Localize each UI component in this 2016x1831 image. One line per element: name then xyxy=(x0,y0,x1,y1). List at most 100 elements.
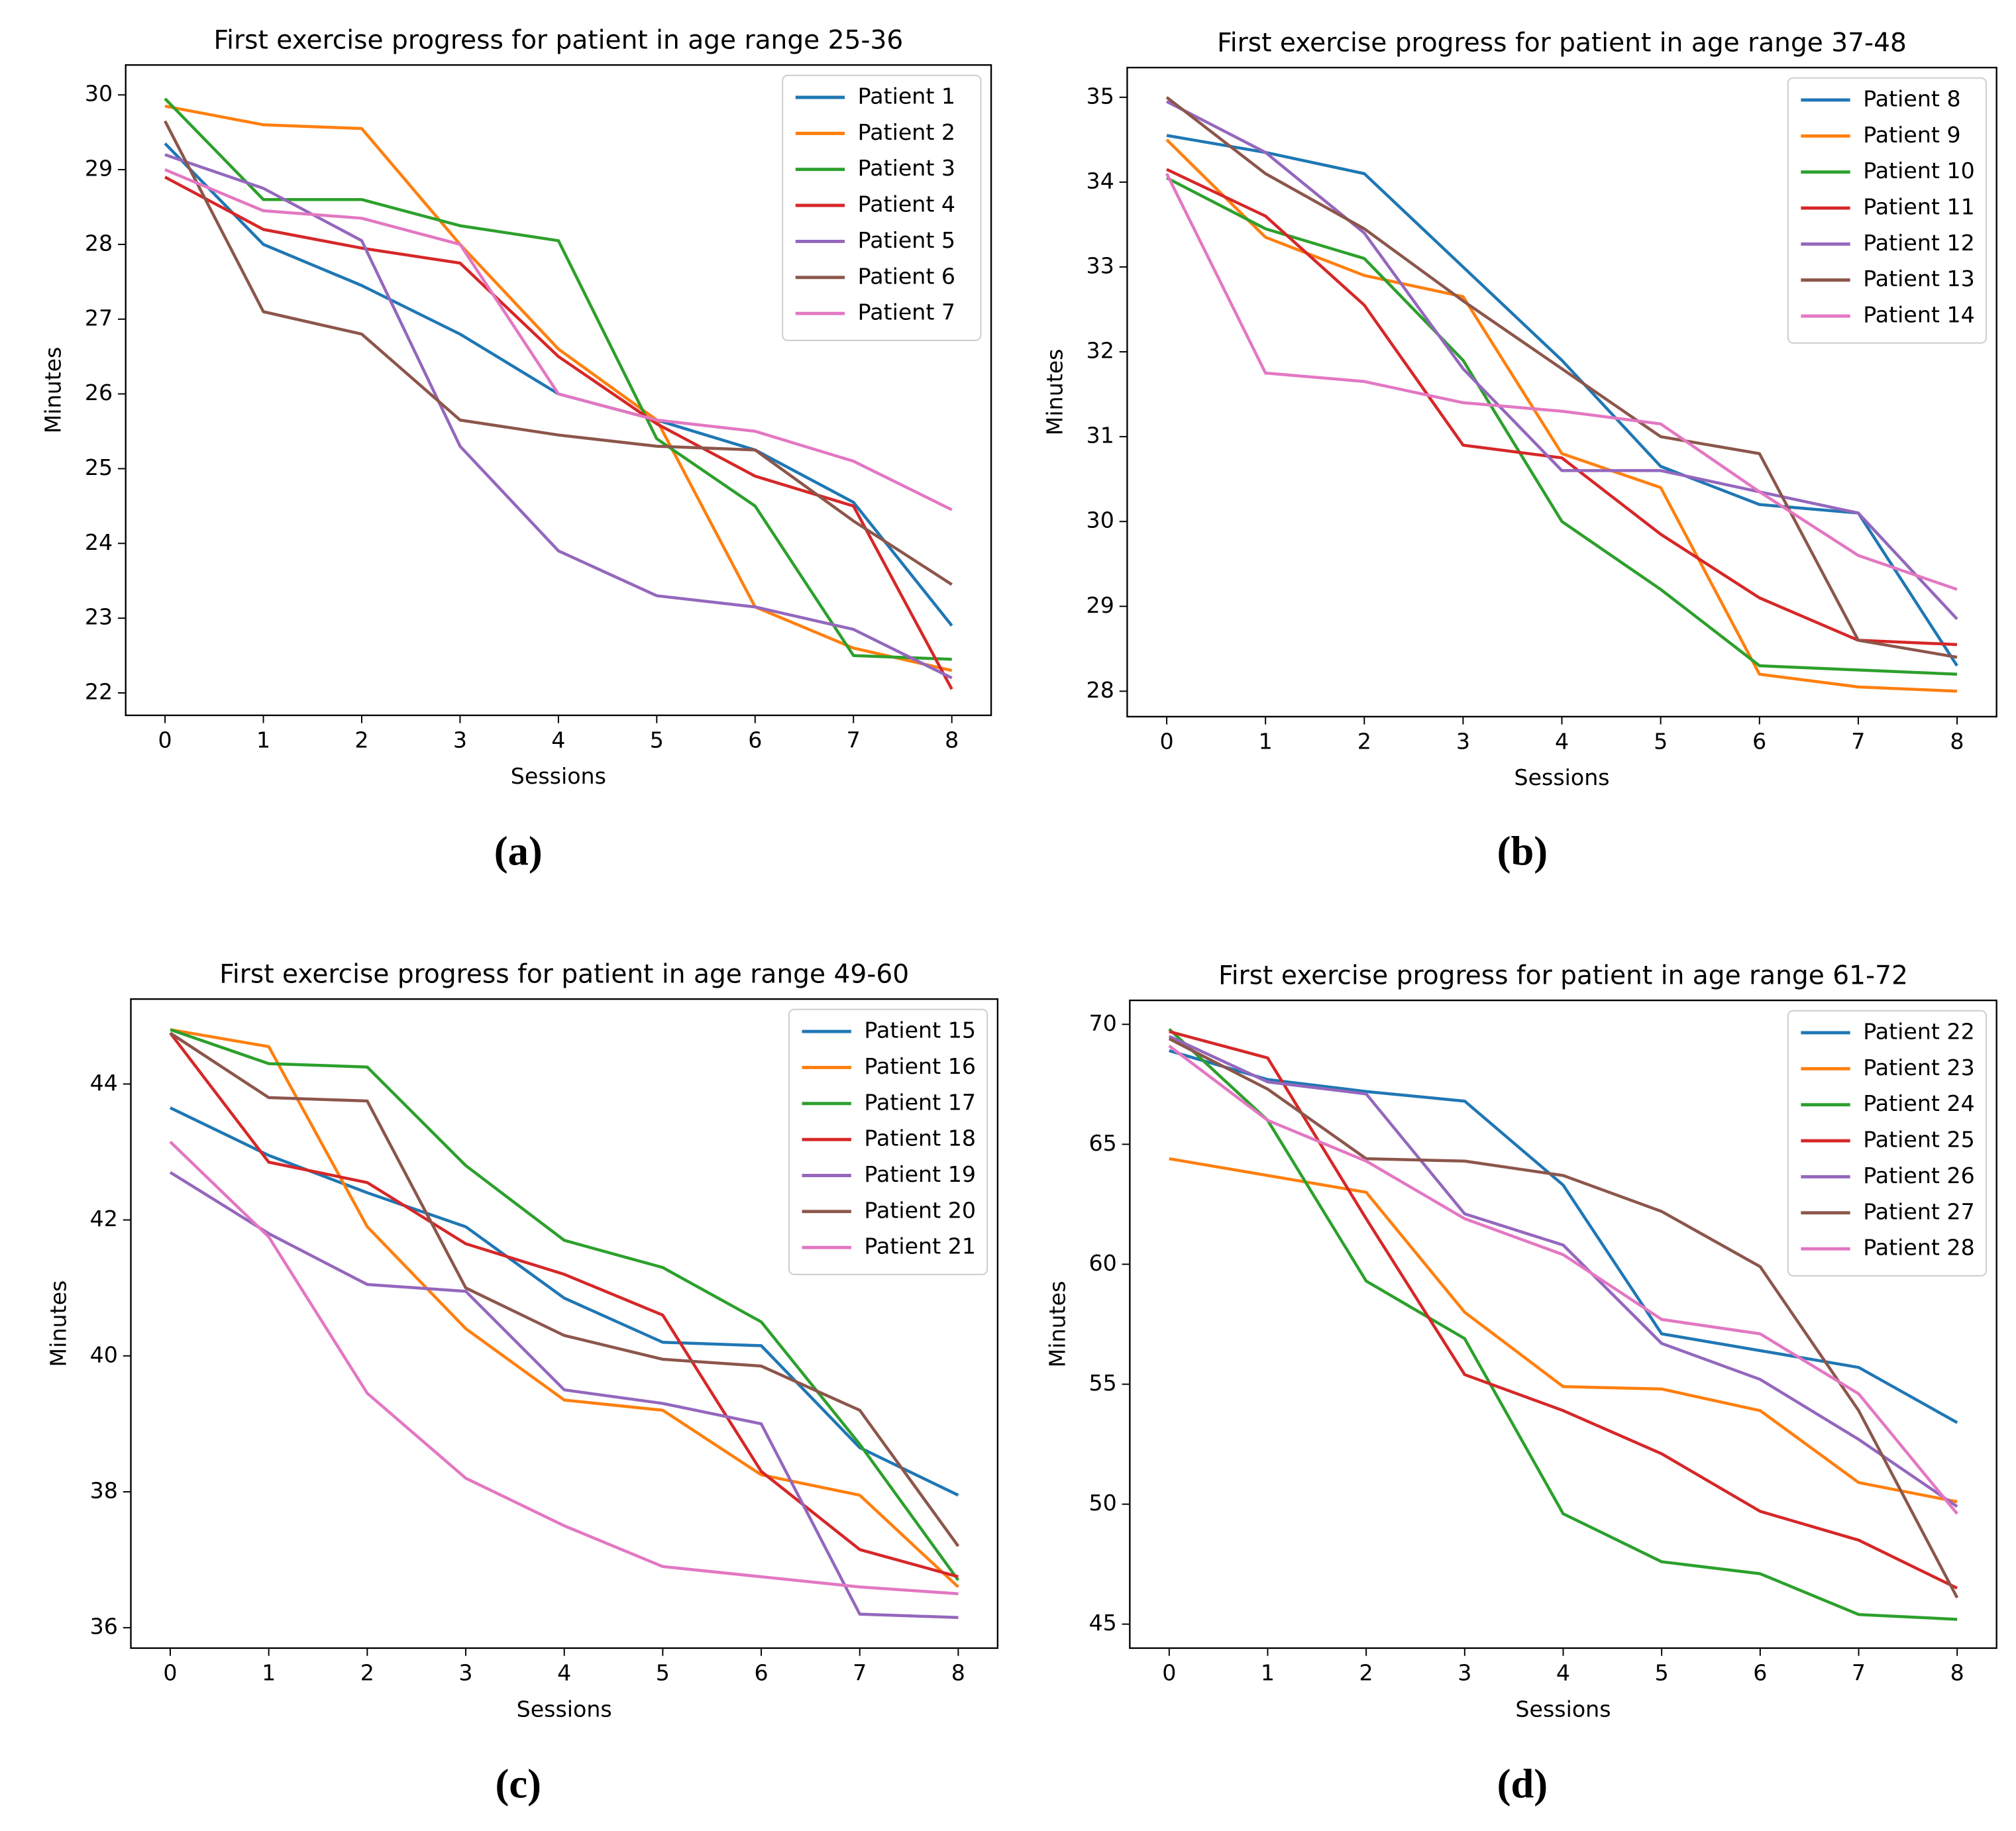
caption: (a) xyxy=(494,827,543,874)
y-tick-label: 27 xyxy=(85,305,113,331)
data-line xyxy=(1169,1157,1958,1504)
legend-label: Patient 10 xyxy=(1863,158,1975,183)
legend-label: Patient 17 xyxy=(864,1089,976,1115)
y-tick-label: 38 xyxy=(90,1477,118,1503)
y-tick-label: 60 xyxy=(1088,1250,1116,1276)
x-axis-label: Sessions xyxy=(517,1696,612,1722)
y-tick-label: 45 xyxy=(1088,1610,1116,1636)
x-tick-label: 0 xyxy=(158,727,172,753)
data-line xyxy=(1166,176,1958,676)
legend-box xyxy=(782,74,982,341)
legend-label: Patient 18 xyxy=(864,1125,976,1151)
x-tick-label: 2 xyxy=(1359,1660,1373,1686)
data-line xyxy=(164,153,953,680)
y-tick-label: 36 xyxy=(90,1614,118,1640)
x-tick-label: 2 xyxy=(354,727,368,753)
x-tick-label: 3 xyxy=(453,727,467,753)
legend-label: Patient 9 xyxy=(1863,122,1960,148)
data-line xyxy=(164,97,952,661)
legend-box xyxy=(788,1008,988,1275)
x-axis-label: Sessions xyxy=(511,763,606,789)
y-tick-label: 34 xyxy=(1087,168,1114,193)
data-line xyxy=(1168,1035,1958,1508)
legend: Patient 1 Patient 2 Patient 3 Patient 4 Pati… xyxy=(782,74,982,341)
x-tick-label: 0 xyxy=(1162,1660,1176,1686)
y-tick-label: 29 xyxy=(85,156,113,182)
legend-label: Patient 21 xyxy=(864,1233,976,1259)
legend-label: Patient 5 xyxy=(858,227,955,253)
legend-label: Patient 11 xyxy=(1863,194,1975,220)
caption: (d) xyxy=(1497,1760,1548,1806)
data-line xyxy=(164,104,953,672)
x-tick-label: 4 xyxy=(551,727,565,753)
data-line xyxy=(1168,1037,1959,1598)
legend-label: Patient 13 xyxy=(1863,266,1975,291)
x-tick-label: 1 xyxy=(256,727,270,753)
x-tick-label: 8 xyxy=(1950,1660,1964,1686)
y-tick-label: 55 xyxy=(1088,1370,1116,1396)
legend-label: Patient 15 xyxy=(864,1018,976,1043)
chart-title: First exercise progress for patient in a… xyxy=(213,25,903,55)
x-tick-label: 1 xyxy=(262,1660,276,1686)
legend-label: Patient 28 xyxy=(1863,1235,1975,1261)
legend-label: Patient 4 xyxy=(858,191,955,217)
x-tick-label: 3 xyxy=(1456,728,1470,754)
y-tick-label: 44 xyxy=(90,1070,118,1096)
y-tick-label: 42 xyxy=(90,1206,118,1231)
y-tick-label: 28 xyxy=(1087,677,1114,703)
x-tick-label: 0 xyxy=(163,1660,177,1686)
x-tick-label: 5 xyxy=(656,1660,670,1686)
x-tick-label: 8 xyxy=(951,1660,965,1686)
chart-title: First exercise progress for patient in a… xyxy=(219,959,909,989)
y-axis-label: Minutes xyxy=(1041,349,1067,436)
x-tick-label: 4 xyxy=(1556,1660,1570,1686)
chart-title: First exercise progress for patient in a… xyxy=(1217,28,1907,58)
chart-title: First exercise progress for patient in a… xyxy=(1218,961,1908,990)
legend-label: Patient 24 xyxy=(1863,1090,1975,1116)
data-line xyxy=(169,1171,959,1619)
data-line xyxy=(1166,168,1958,647)
legend-label: Patient 6 xyxy=(858,263,955,289)
y-axis-label: Minutes xyxy=(1044,1281,1070,1368)
legend-label: Patient 23 xyxy=(1863,1055,1975,1080)
y-tick-label: 23 xyxy=(85,604,113,630)
data-line xyxy=(1165,138,1958,693)
data-line xyxy=(164,168,953,511)
y-tick-label: 70 xyxy=(1088,1010,1116,1036)
data-line xyxy=(170,1028,959,1589)
legend-label: Patient 27 xyxy=(1863,1198,1975,1224)
plot-area xyxy=(1165,96,1958,693)
y-tick-label: 31 xyxy=(1087,423,1114,448)
x-axis-label: Sessions xyxy=(1514,764,1609,790)
y-axis-label: Minutes xyxy=(45,1281,71,1367)
legend: Patient 15 Patient 16 Patient 17 Patient 18… xyxy=(788,1008,988,1275)
legend-box xyxy=(1787,1010,1987,1277)
y-tick-label: 33 xyxy=(1087,253,1114,279)
legend: Patient 8 Patient 9 Patient 10 Patient 11 Pa… xyxy=(1787,77,1987,344)
y-tick-label: 65 xyxy=(1088,1130,1116,1156)
x-tick-label: 2 xyxy=(360,1660,374,1686)
data-line xyxy=(1166,134,1958,667)
y-tick-label: 30 xyxy=(1087,507,1114,533)
y-tick-label: 29 xyxy=(1087,592,1114,618)
x-tick-label: 6 xyxy=(1753,1660,1767,1686)
legend-label: Patient 16 xyxy=(864,1053,976,1079)
data-line xyxy=(1165,96,1958,659)
y-tick-label: 32 xyxy=(1087,338,1114,364)
data-line xyxy=(1168,1027,1958,1621)
legend-box xyxy=(1787,77,1987,344)
data-line xyxy=(164,120,953,586)
data-line xyxy=(169,1140,959,1596)
legend-label: Patient 1 xyxy=(858,83,955,109)
x-tick-label: 3 xyxy=(458,1660,472,1686)
x-tick-label: 6 xyxy=(754,1660,768,1686)
legend-label: Patient 12 xyxy=(1863,230,1975,256)
x-tick-label: 0 xyxy=(1159,728,1173,754)
x-tick-label: 5 xyxy=(1654,728,1668,754)
y-tick-label: 40 xyxy=(90,1341,118,1367)
legend: Patient 22 Patient 23 Patient 24 Patient 25… xyxy=(1787,1010,1987,1277)
legend-label: Patient 8 xyxy=(1863,85,1960,111)
x-tick-label: 7 xyxy=(847,727,861,753)
legend-label: Patient 20 xyxy=(864,1197,976,1223)
y-tick-label: 24 xyxy=(85,529,113,555)
